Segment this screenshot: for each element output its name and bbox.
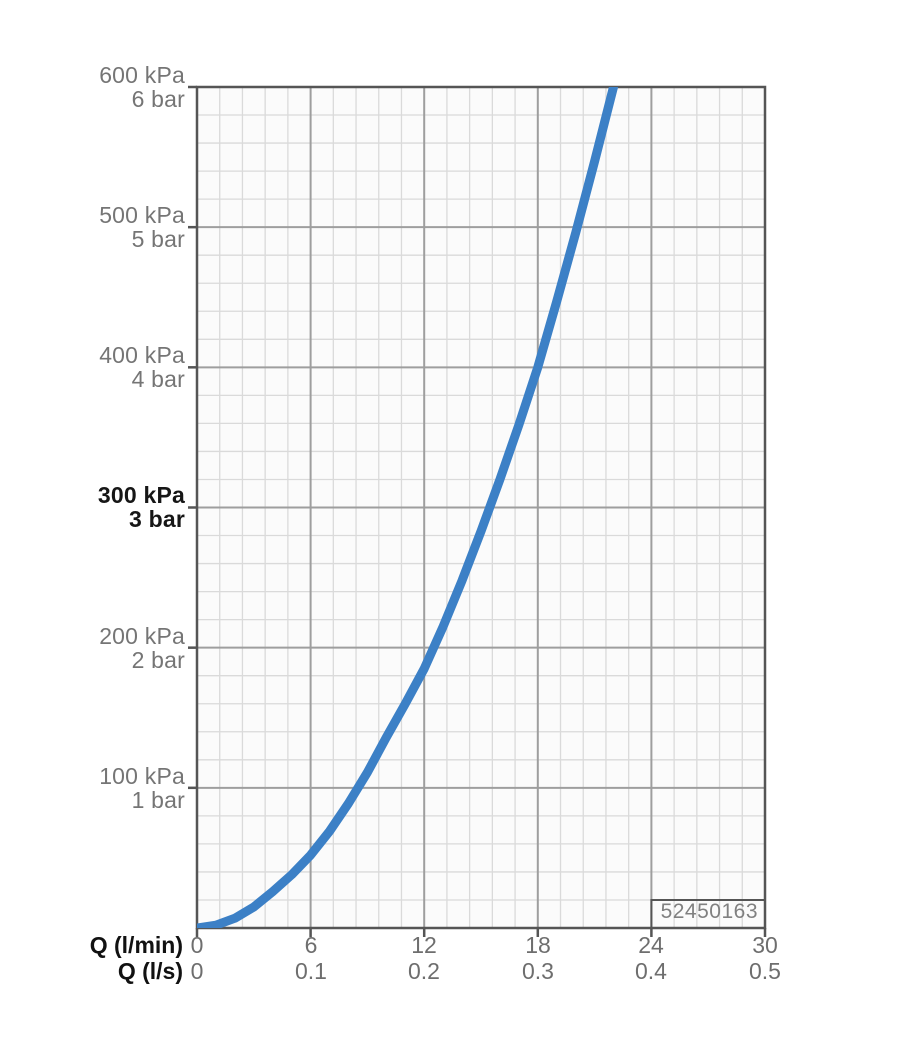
y-tick-200: 200 kPa 2 bar bbox=[99, 623, 185, 673]
y-tick-100: 100 kPa 1 bar bbox=[99, 763, 185, 813]
x-tick-ls-0: 0 bbox=[190, 958, 204, 984]
y-tick-600: 600 kPa 6 bar bbox=[99, 62, 185, 112]
y-tick-300-reference: 300 kPa 3 bar bbox=[97, 482, 185, 532]
x-axis-header-ls: Q (l/s) bbox=[117, 958, 183, 984]
x-tick-lmin-18: 18 bbox=[525, 932, 551, 958]
x-tick-ls-05: 0.5 bbox=[749, 958, 781, 984]
x-tick-lmin-6: 6 bbox=[304, 932, 318, 958]
x-tick-ls-02: 0.2 bbox=[408, 958, 440, 984]
x-tick-lmin-30: 30 bbox=[752, 932, 778, 958]
x-tick-ls-03: 0.3 bbox=[522, 958, 554, 984]
x-tick-ls-01: 0.1 bbox=[295, 958, 327, 984]
x-tick-lmin-0: 0 bbox=[190, 932, 204, 958]
x-tick-ls-04: 0.4 bbox=[635, 958, 667, 984]
y-tick-400: 400 kPa 4 bar bbox=[99, 342, 185, 392]
y-tick-500: 500 kPa 5 bar bbox=[99, 202, 185, 252]
x-tick-lmin-24: 24 bbox=[638, 932, 664, 958]
x-tick-lmin-12: 12 bbox=[411, 932, 437, 958]
pressure-loss-curve bbox=[197, 87, 619, 928]
article-number: 52450163 bbox=[660, 900, 758, 923]
x-axis-header-lmin: Q (l/min) bbox=[89, 932, 183, 958]
